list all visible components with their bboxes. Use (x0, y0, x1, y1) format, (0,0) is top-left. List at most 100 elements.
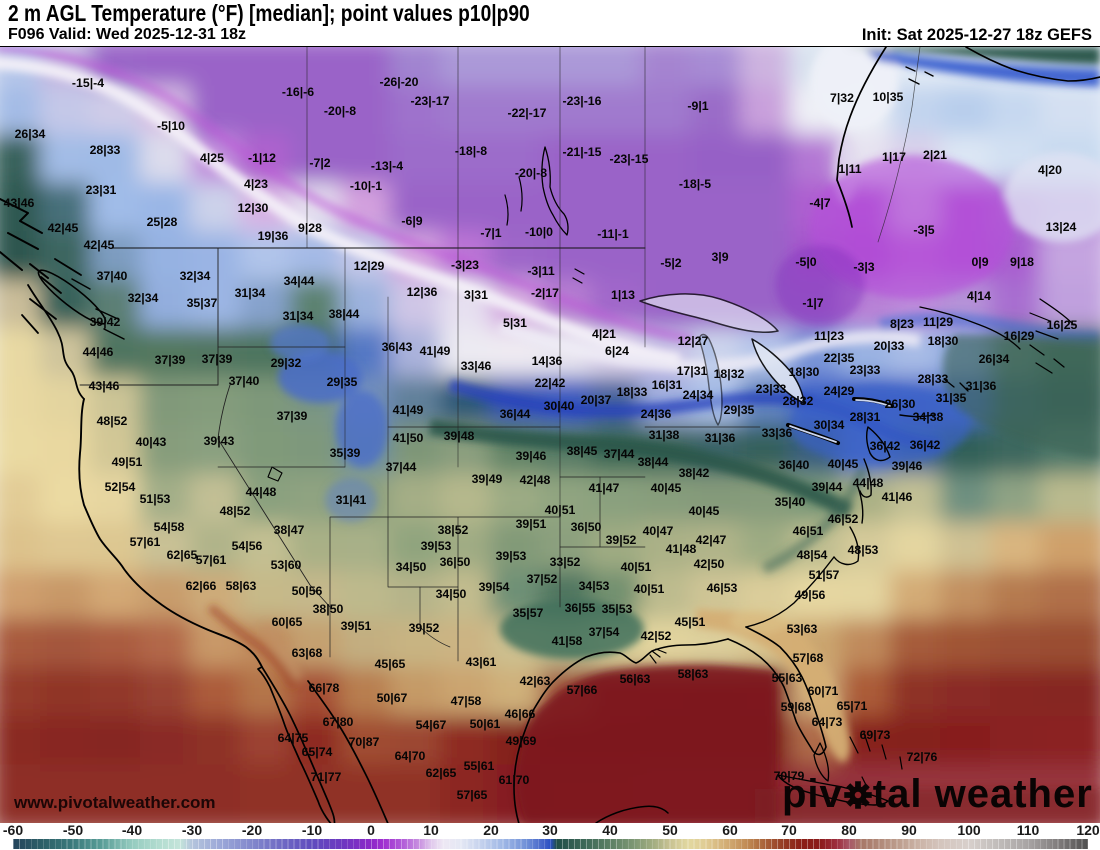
svg-text:23|33: 23|33 (850, 363, 881, 377)
svg-text:35|40: 35|40 (775, 495, 806, 509)
svg-text:36|42: 36|42 (870, 439, 901, 453)
svg-text:5|31: 5|31 (503, 316, 527, 330)
svg-text:39|51: 39|51 (516, 517, 547, 531)
svg-text:1|11: 1|11 (838, 162, 861, 176)
svg-text:51|57: 51|57 (809, 568, 840, 582)
svg-text:-22|-17: -22|-17 (508, 106, 547, 120)
svg-text:67|80: 67|80 (323, 715, 354, 729)
svg-text:36|43: 36|43 (382, 340, 413, 354)
svg-text:55|63: 55|63 (772, 671, 803, 685)
svg-text:37|39: 37|39 (155, 353, 186, 367)
svg-text:62|65: 62|65 (167, 548, 198, 562)
svg-text:42|50: 42|50 (694, 557, 725, 571)
svg-text:-15|-4: -15|-4 (72, 76, 104, 90)
svg-text:4|25: 4|25 (200, 151, 224, 165)
svg-text:28|33: 28|33 (918, 372, 949, 386)
svg-text:53|63: 53|63 (787, 622, 818, 636)
svg-text:39|52: 39|52 (606, 533, 637, 547)
svg-text:54|56: 54|56 (232, 539, 263, 553)
svg-text:37|40: 37|40 (97, 269, 128, 283)
svg-text:-21|-15: -21|-15 (563, 145, 602, 159)
svg-text:0|9: 0|9 (971, 255, 988, 269)
svg-text:4|20: 4|20 (1038, 163, 1062, 177)
svg-text:49|51: 49|51 (112, 455, 143, 469)
svg-text:43|46: 43|46 (89, 379, 120, 393)
svg-text:58|63: 58|63 (678, 667, 709, 681)
svg-text:-18|-5: -18|-5 (679, 177, 711, 191)
svg-text:46|51: 46|51 (793, 524, 824, 538)
svg-text:40|45: 40|45 (689, 504, 720, 518)
svg-text:53|60: 53|60 (271, 558, 302, 572)
svg-text:61|70: 61|70 (499, 773, 530, 787)
svg-text:34|44: 34|44 (284, 274, 315, 288)
svg-text:-6|9: -6|9 (401, 214, 422, 228)
svg-text:23|31: 23|31 (86, 183, 117, 197)
svg-text:58|63: 58|63 (226, 579, 257, 593)
svg-text:42|48: 42|48 (520, 473, 551, 487)
svg-text:-5|10: -5|10 (157, 119, 185, 133)
svg-text:64|73: 64|73 (812, 715, 843, 729)
svg-text:29|32: 29|32 (271, 356, 302, 370)
svg-text:37|40: 37|40 (229, 374, 260, 388)
svg-text:57|66: 57|66 (567, 683, 598, 697)
svg-text:9|18: 9|18 (1010, 255, 1034, 269)
svg-text:11|23: 11|23 (814, 329, 844, 343)
svg-text:39|46: 39|46 (892, 459, 923, 473)
svg-text:43|61: 43|61 (466, 655, 497, 669)
svg-text:28|31: 28|31 (850, 410, 881, 424)
svg-text:-13|-4: -13|-4 (371, 159, 403, 173)
svg-text:35|39: 35|39 (330, 446, 361, 460)
svg-text:3|31: 3|31 (464, 288, 488, 302)
svg-text:11|29: 11|29 (923, 315, 953, 329)
svg-text:42|52: 42|52 (641, 629, 672, 643)
svg-text:41|49: 41|49 (420, 344, 451, 358)
svg-text:22|35: 22|35 (824, 351, 855, 365)
svg-text:-26|-20: -26|-20 (380, 75, 419, 89)
svg-text:31|34: 31|34 (283, 309, 314, 323)
svg-text:41|50: 41|50 (393, 431, 424, 445)
svg-text:50|56: 50|56 (292, 584, 323, 598)
svg-text:-16|-6: -16|-6 (282, 85, 314, 99)
svg-text:38|47: 38|47 (274, 523, 305, 537)
svg-text:39|52: 39|52 (409, 621, 440, 635)
svg-text:64|70: 64|70 (395, 749, 426, 763)
svg-text:50|67: 50|67 (377, 691, 408, 705)
svg-text:48|54: 48|54 (797, 548, 828, 562)
svg-text:37|39: 37|39 (202, 352, 233, 366)
svg-text:28|32: 28|32 (783, 394, 814, 408)
svg-text:41|47: 41|47 (589, 481, 620, 495)
svg-text:41|58: 41|58 (552, 634, 583, 648)
svg-text:29|35: 29|35 (724, 403, 755, 417)
svg-text:-1|12: -1|12 (248, 151, 276, 165)
svg-text:28|33: 28|33 (90, 143, 121, 157)
svg-text:71|77: 71|77 (311, 770, 342, 784)
svg-text:1|13: 1|13 (611, 288, 635, 302)
svg-text:18|30: 18|30 (789, 365, 820, 379)
svg-text:39|51: 39|51 (341, 619, 372, 633)
svg-text:35|57: 35|57 (513, 606, 544, 620)
svg-text:48|52: 48|52 (97, 414, 128, 428)
svg-text:12|29: 12|29 (354, 259, 385, 273)
svg-text:26|34: 26|34 (15, 127, 46, 141)
svg-text:-23|-16: -23|-16 (563, 94, 602, 108)
svg-text:42|45: 42|45 (48, 221, 79, 235)
svg-text:42|45: 42|45 (84, 238, 115, 252)
svg-text:41|49: 41|49 (393, 403, 424, 417)
svg-text:60|71: 60|71 (808, 684, 839, 698)
svg-text:49|56: 49|56 (795, 588, 826, 602)
svg-text:4|23: 4|23 (244, 177, 268, 191)
svg-text:12|30: 12|30 (238, 201, 269, 215)
svg-text:4|21: 4|21 (592, 327, 616, 341)
svg-text:45|51: 45|51 (675, 615, 706, 629)
svg-text:46|66: 46|66 (505, 707, 536, 721)
svg-text:34|38: 34|38 (913, 410, 944, 424)
svg-text:36|40: 36|40 (779, 458, 810, 472)
svg-text:20|37: 20|37 (581, 393, 612, 407)
svg-text:38|50: 38|50 (313, 602, 344, 616)
svg-text:40|45: 40|45 (828, 457, 859, 471)
svg-text:-2|17: -2|17 (531, 286, 559, 300)
svg-text:39|48: 39|48 (444, 429, 475, 443)
svg-text:39|53: 39|53 (496, 549, 527, 563)
svg-text:41|48: 41|48 (666, 542, 697, 556)
svg-text:36|44: 36|44 (500, 407, 531, 421)
